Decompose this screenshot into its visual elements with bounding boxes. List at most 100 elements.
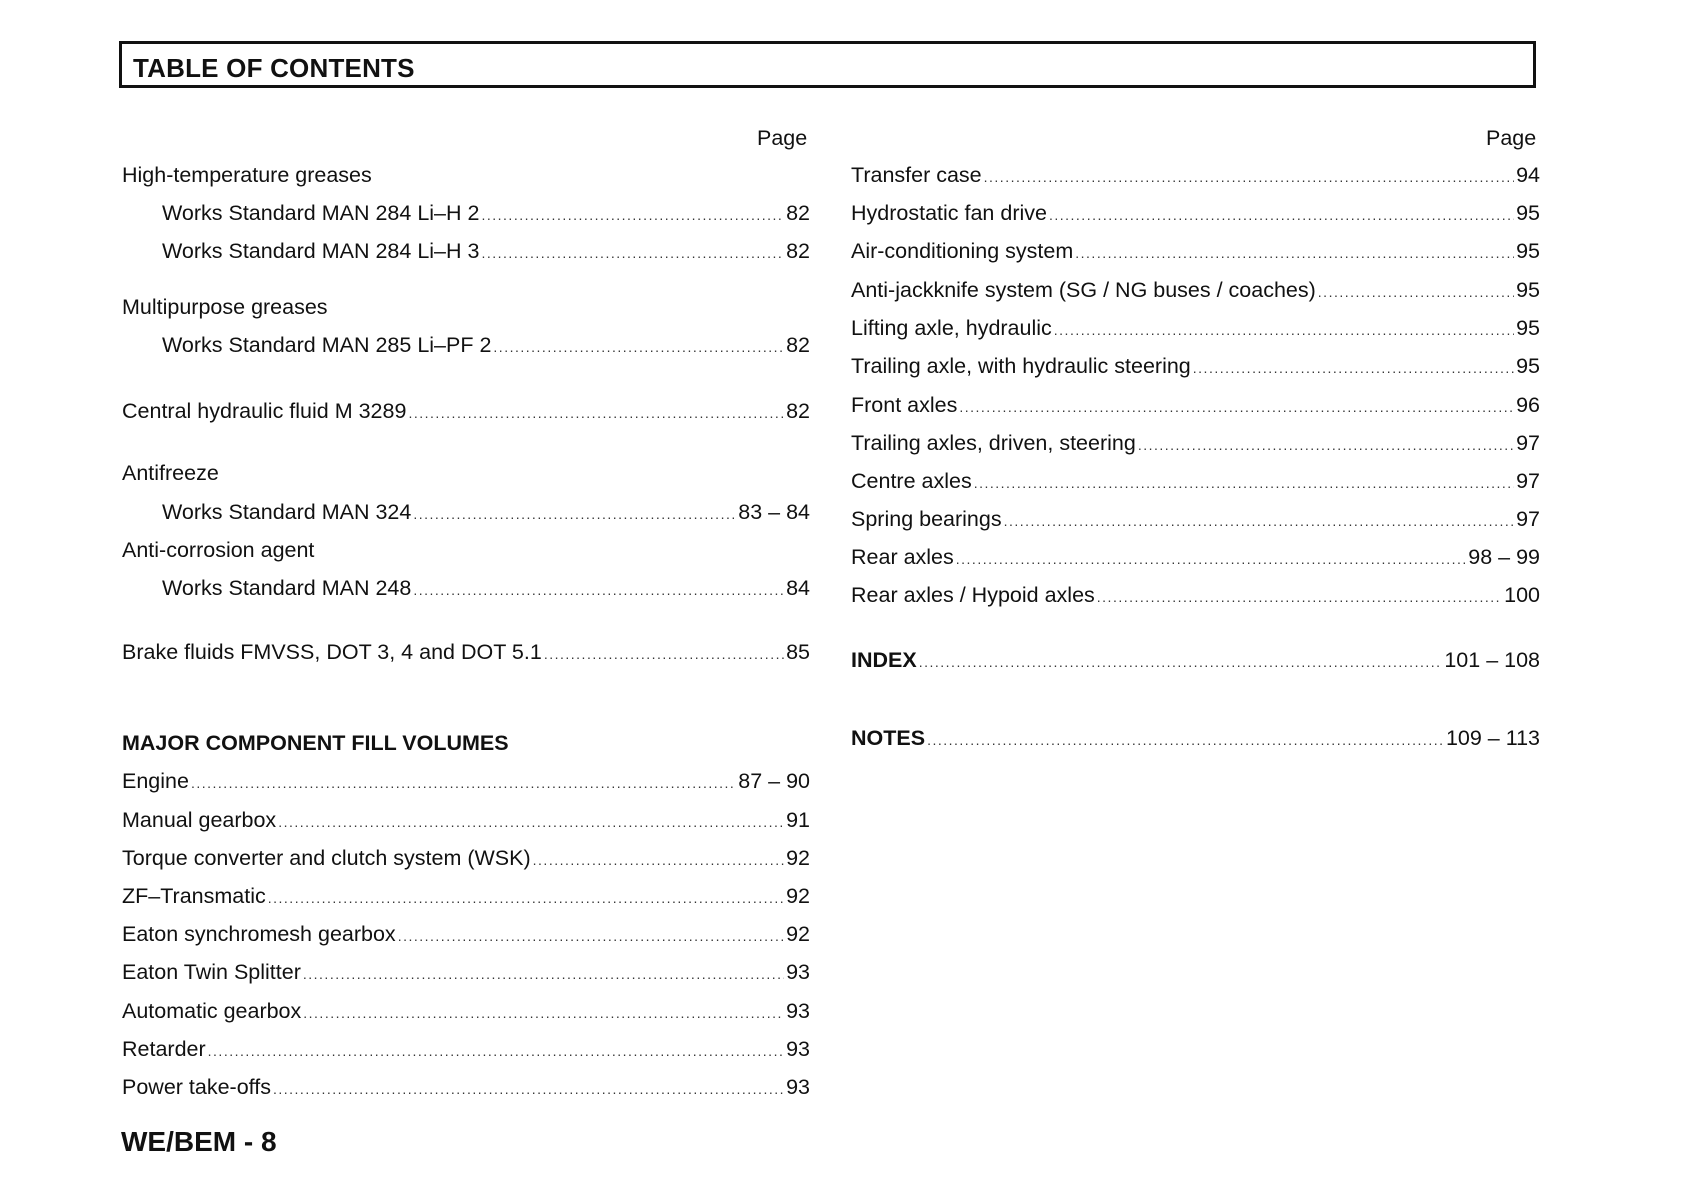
toc-entry[interactable]: Lifting axle, hydraulic 95 — [851, 316, 1540, 344]
toc-entry[interactable]: Front axles 96 — [851, 393, 1540, 421]
toc-entry-page: 92 — [786, 884, 810, 908]
toc-entry-page: 109 – 113 — [1445, 726, 1540, 750]
toc-entry-page: 93 — [786, 999, 810, 1023]
toc-heading: Multipurpose greases — [122, 295, 810, 323]
toc-entry-page: 101 – 108 — [1444, 648, 1540, 672]
toc-entry[interactable]: INDEX 101 – 108 — [851, 648, 1540, 676]
dot-leader — [1097, 589, 1502, 605]
toc-entry[interactable]: Retarder 93 — [122, 1037, 810, 1065]
toc-entry-label: NOTES — [851, 726, 926, 750]
toc-entry-label: Rear axles — [851, 545, 954, 569]
toc-entry[interactable]: Manual gearbox 91 — [122, 808, 810, 836]
dot-leader — [208, 1043, 784, 1059]
toc-entry-label: Trailing axle, with hydraulic steering — [851, 354, 1191, 378]
dot-leader — [927, 732, 1444, 748]
toc-entry-page: 91 — [786, 808, 810, 832]
dot-leader — [1138, 437, 1514, 453]
toc-heading: Anti-corrosion agent — [122, 538, 810, 566]
dot-leader — [273, 1081, 784, 1097]
dot-leader — [481, 207, 784, 223]
toc-entry-page: 95 — [1516, 278, 1540, 302]
toc-entry-label: INDEX — [851, 648, 917, 672]
dot-leader — [278, 814, 784, 830]
toc-entry-label: MAJOR COMPONENT FILL VOLUMES — [122, 731, 509, 755]
toc-entry[interactable]: Hydrostatic fan drive 95 — [851, 201, 1540, 229]
toc-entry-page: 97 — [1516, 507, 1540, 531]
toc-entry[interactable]: NOTES 109 – 113 — [851, 726, 1540, 754]
toc-entry[interactable]: Works Standard MAN 324 83 – 84 — [162, 500, 810, 528]
toc-entry-page: 82 — [786, 239, 810, 263]
toc-entry-page: 83 – 84 — [738, 500, 810, 524]
toc-entry[interactable]: Works Standard MAN 284 Li–H 3 82 — [162, 239, 810, 267]
toc-entry-label: Torque converter and clutch system (WSK) — [122, 846, 531, 870]
toc-entry[interactable]: Works Standard MAN 285 Li–PF 2 82 — [162, 333, 810, 361]
toc-entry-label: Brake fluids FMVSS, DOT 3, 4 and DOT 5.1 — [122, 640, 542, 664]
toc-entry-page: 92 — [786, 922, 810, 946]
toc-entry[interactable]: Works Standard MAN 284 Li–H 2 82 — [162, 201, 810, 229]
dot-leader — [303, 1005, 784, 1021]
toc-heading: Antifreeze — [122, 461, 810, 489]
toc-entry-label: Antifreeze — [122, 461, 219, 485]
toc-entry[interactable]: Rear axles 98 – 99 — [851, 545, 1540, 573]
toc-entry-page: 82 — [786, 399, 810, 423]
toc-entry-page: 95 — [1516, 316, 1540, 340]
toc-entry-label: Rear axles / Hypoid axles — [851, 583, 1095, 607]
toc-entry-page: 95 — [1516, 354, 1540, 378]
toc-entry-label: ZF–Transmatic — [122, 884, 266, 908]
dot-leader — [408, 405, 784, 421]
toc-entry-label: Engine — [122, 769, 189, 793]
toc-entry-page: 100 — [1504, 583, 1540, 607]
toc-entry[interactable]: Torque converter and clutch system (WSK)… — [122, 846, 810, 874]
toc-entry-label: Eaton Twin Splitter — [122, 960, 301, 984]
toc-entry-label: Works Standard MAN 284 Li–H 3 — [162, 239, 480, 263]
toc-heading: High-temperature greases — [122, 163, 810, 191]
toc-entry-label: Manual gearbox — [122, 808, 277, 832]
dot-leader — [413, 506, 736, 522]
toc-entry-label: Anti-jackknife system (SG / NG buses / c… — [851, 278, 1316, 302]
dot-leader — [493, 339, 784, 355]
dot-leader — [956, 551, 1467, 567]
toc-entry-label: Air-conditioning system — [851, 239, 1074, 263]
toc-entry[interactable]: Automatic gearbox 93 — [122, 999, 810, 1027]
toc-entry[interactable]: Eaton synchromesh gearbox 92 — [122, 922, 810, 950]
toc-entry[interactable]: Brake fluids FMVSS, DOT 3, 4 and DOT 5.1… — [122, 640, 810, 668]
toc-heading: MAJOR COMPONENT FILL VOLUMES — [122, 731, 810, 759]
toc-entry[interactable]: Air-conditioning system 95 — [851, 239, 1540, 267]
toc-entry[interactable]: Anti-jackknife system (SG / NG buses / c… — [851, 278, 1540, 306]
toc-entry[interactable]: Eaton Twin Splitter 93 — [122, 960, 810, 988]
toc-entry[interactable]: ZF–Transmatic 92 — [122, 884, 810, 912]
dot-leader — [533, 852, 784, 868]
toc-entry[interactable]: Rear axles / Hypoid axles 100 — [851, 583, 1540, 611]
toc-entry[interactable]: Centre axles 97 — [851, 469, 1540, 497]
dot-leader — [413, 582, 784, 598]
toc-entry-label: Lifting axle, hydraulic — [851, 316, 1052, 340]
toc-entry-page: 82 — [786, 333, 810, 357]
toc-entry-label: Trailing axles, driven, steering — [851, 431, 1136, 455]
dot-leader — [1049, 207, 1514, 223]
toc-entry-label: Spring bearings — [851, 507, 1002, 531]
toc-entry[interactable]: Works Standard MAN 248 84 — [162, 576, 810, 604]
toc-entry-page: 97 — [1516, 431, 1540, 455]
toc-entry[interactable]: Trailing axles, driven, steering 97 — [851, 431, 1540, 459]
dot-leader — [1193, 360, 1514, 376]
dot-leader — [1054, 322, 1514, 338]
toc-entry[interactable]: Spring bearings 97 — [851, 507, 1540, 535]
toc-entry-page: 93 — [786, 1037, 810, 1061]
toc-entry-label: Central hydraulic fluid M 3289 — [122, 399, 407, 423]
dot-leader — [544, 646, 784, 662]
toc-entry-label: Transfer case — [851, 163, 982, 187]
toc-entry-label: Works Standard MAN 285 Li–PF 2 — [162, 333, 492, 357]
dot-leader — [398, 928, 784, 944]
toc-entry[interactable]: Central hydraulic fluid M 3289 82 — [122, 399, 810, 427]
toc-entry[interactable]: Power take-offs 93 — [122, 1075, 810, 1103]
toc-entry[interactable]: Engine 87 – 90 — [122, 769, 810, 797]
toc-entry-label: Eaton synchromesh gearbox — [122, 922, 396, 946]
page-column-label-left: Page — [757, 126, 808, 150]
toc-entry[interactable]: Transfer case 94 — [851, 163, 1540, 191]
toc-entry-page: 95 — [1516, 239, 1540, 263]
toc-title-box: TABLE OF CONTENTS — [119, 41, 1536, 88]
toc-entry-label: Front axles — [851, 393, 958, 417]
toc-entry-page: 93 — [786, 1075, 810, 1099]
toc-entry[interactable]: Trailing axle, with hydraulic steering 95 — [851, 354, 1540, 382]
toc-entry-label: Works Standard MAN 248 — [162, 576, 412, 600]
